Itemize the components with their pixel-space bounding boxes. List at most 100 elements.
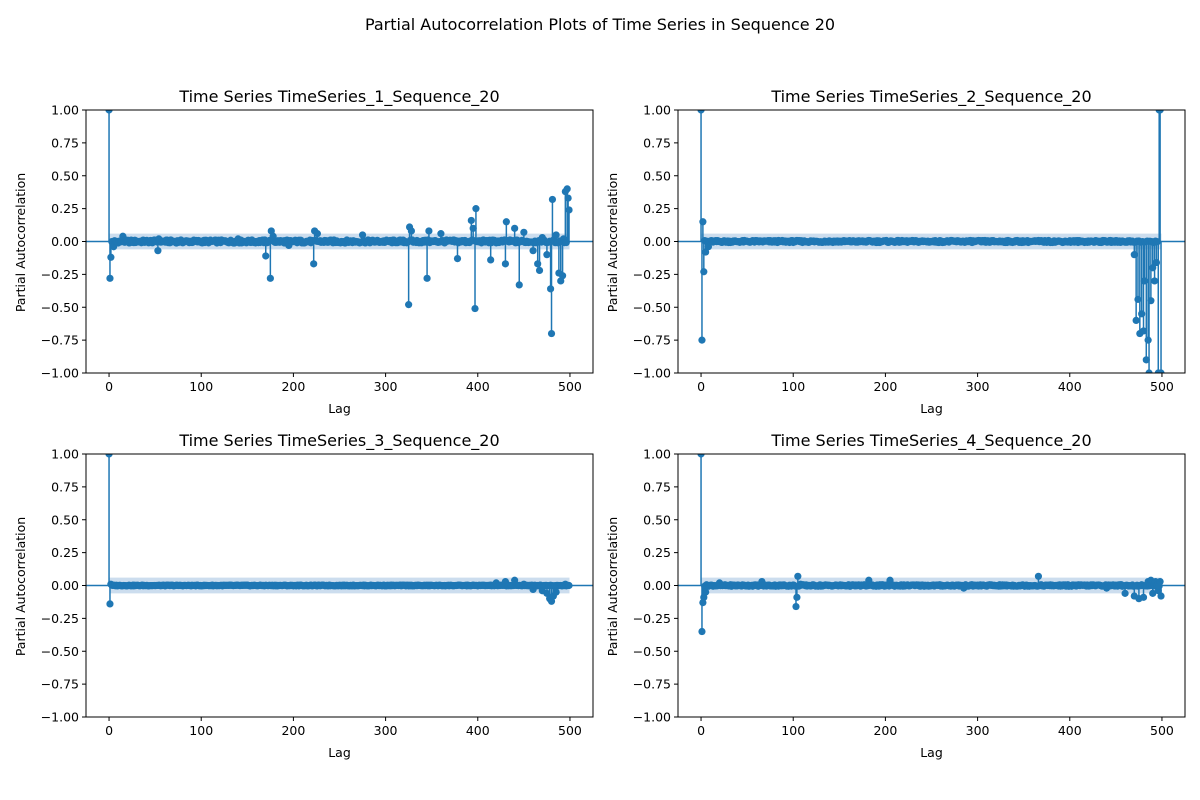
data-point	[472, 205, 480, 213]
y-tick-label: −1.00	[633, 366, 671, 381]
data-point	[405, 301, 413, 309]
plot-area: 0 100 200 300 400 500 −1.00 −0.75 −0.50 −0.25 0.00…	[41, 447, 594, 738]
data-point	[105, 110, 113, 114]
y-tick-label: 0.25	[643, 201, 671, 216]
stem-markers	[105, 110, 573, 338]
data-point	[698, 336, 706, 344]
x-tick-label: 400	[466, 379, 490, 394]
data-point	[1157, 369, 1165, 373]
x-tick-label: 200	[281, 379, 305, 394]
x-tick-label: 300	[374, 723, 398, 738]
data-point	[698, 627, 706, 636]
subplot-timeseries-4: Time Series TimeSeries_4_Sequence_20 0 10…	[605, 431, 1186, 760]
x-axis-label: Lag	[328, 401, 351, 416]
y-tick-label: −0.25	[633, 267, 671, 282]
x-tick-label: 400	[466, 723, 490, 738]
y-tick-label: 1.00	[643, 447, 671, 462]
data-point	[529, 247, 537, 255]
y-tick-label: 0.75	[51, 135, 79, 150]
y-tick-label: −0.25	[41, 267, 79, 282]
data-point	[552, 231, 560, 239]
y-tick-label: −0.75	[633, 333, 671, 348]
y-tick-label: 0.00	[51, 234, 79, 249]
data-point	[792, 602, 800, 611]
data-point	[154, 247, 162, 255]
y-tick-label: 0.75	[643, 479, 671, 494]
data-point	[565, 206, 573, 214]
plot-area: 0 100 200 300 400 500 −1.00 −0.75 −0.50 −0.25 0.00…	[633, 103, 1186, 394]
data-point	[515, 281, 523, 289]
x-tick-label: 300	[966, 379, 990, 394]
x-tick-label: 200	[873, 723, 897, 738]
x-tick-label: 400	[1058, 379, 1082, 394]
data-point	[511, 224, 519, 232]
y-tick-label: −0.75	[41, 333, 79, 348]
x-axis-label: Lag	[920, 401, 943, 416]
x-tick-label: 500	[1150, 723, 1174, 738]
data-point	[1121, 589, 1129, 597]
y-tick-label: −0.50	[41, 300, 79, 315]
data-point	[697, 454, 705, 458]
y-tick-label: −0.50	[633, 300, 671, 315]
x-tick-label: 0	[105, 379, 113, 394]
data-point	[543, 251, 551, 259]
data-point	[1138, 310, 1146, 318]
x-tick-label: 0	[697, 723, 705, 738]
y-axis-label: Partial Autocorrelation	[13, 517, 28, 656]
data-point	[107, 253, 115, 261]
y-tick-label: −0.75	[41, 677, 79, 692]
data-point	[1034, 572, 1043, 580]
data-point	[558, 272, 567, 280]
y-tick-label: −1.00	[41, 366, 79, 381]
y-tick-label: −1.00	[41, 710, 79, 725]
data-point	[1149, 264, 1157, 272]
x-tick-label: 100	[189, 379, 213, 394]
data-point	[106, 274, 114, 282]
data-point	[702, 588, 710, 596]
data-point	[1142, 356, 1150, 364]
data-point	[565, 581, 573, 590]
data-point	[535, 266, 544, 275]
subplot-timeseries-1: Time Series TimeSeries_1_Sequence_20 0 10…	[13, 87, 594, 416]
data-point	[547, 329, 556, 338]
data-point	[548, 195, 557, 204]
x-tick-label: 300	[374, 379, 398, 394]
data-point	[310, 260, 318, 268]
x-tick-label: 0	[697, 379, 705, 394]
data-point	[437, 230, 445, 238]
plot-area: 0 100 200 300 400 500 −1.00 −0.75 −0.50 −0.25 0.00…	[633, 447, 1186, 738]
data-point	[106, 600, 114, 608]
data-point	[1152, 258, 1161, 267]
x-tick-label: 100	[189, 723, 213, 738]
y-tick-label: 0.00	[51, 578, 79, 593]
x-tick-label: 200	[873, 379, 897, 394]
data-point	[697, 110, 705, 114]
y-tick-label: 1.00	[51, 447, 79, 462]
y-tick-label: 0.00	[643, 234, 671, 249]
data-point	[1150, 277, 1159, 285]
plot-content	[678, 110, 1185, 373]
data-point	[1130, 251, 1138, 259]
y-tick-label: −0.25	[633, 611, 671, 626]
data-point	[407, 227, 416, 235]
y-tick-label: −0.75	[633, 677, 671, 692]
subplot-title: Time Series TimeSeries_3_Sequence_20	[178, 431, 499, 451]
data-point	[502, 218, 510, 226]
data-point	[564, 194, 572, 202]
y-tick-label: 0.25	[51, 545, 79, 560]
figure-title: Partial Autocorrelation Plots of Time Se…	[365, 15, 835, 34]
subplot-title: Time Series TimeSeries_4_Sequence_20	[770, 431, 1091, 451]
data-point	[423, 274, 431, 282]
x-tick-label: 500	[1150, 379, 1174, 394]
data-point	[105, 454, 113, 458]
plot-content	[86, 110, 593, 338]
data-point	[358, 231, 367, 239]
x-tick-label: 500	[558, 723, 582, 738]
y-axis-label: Partial Autocorrelation	[605, 173, 620, 312]
x-tick-label: 100	[781, 379, 805, 394]
x-tick-label: 200	[281, 723, 305, 738]
y-tick-label: 0.25	[643, 545, 671, 560]
data-point	[1145, 369, 1153, 373]
data-point	[1144, 336, 1152, 344]
x-tick-label: 100	[781, 723, 805, 738]
